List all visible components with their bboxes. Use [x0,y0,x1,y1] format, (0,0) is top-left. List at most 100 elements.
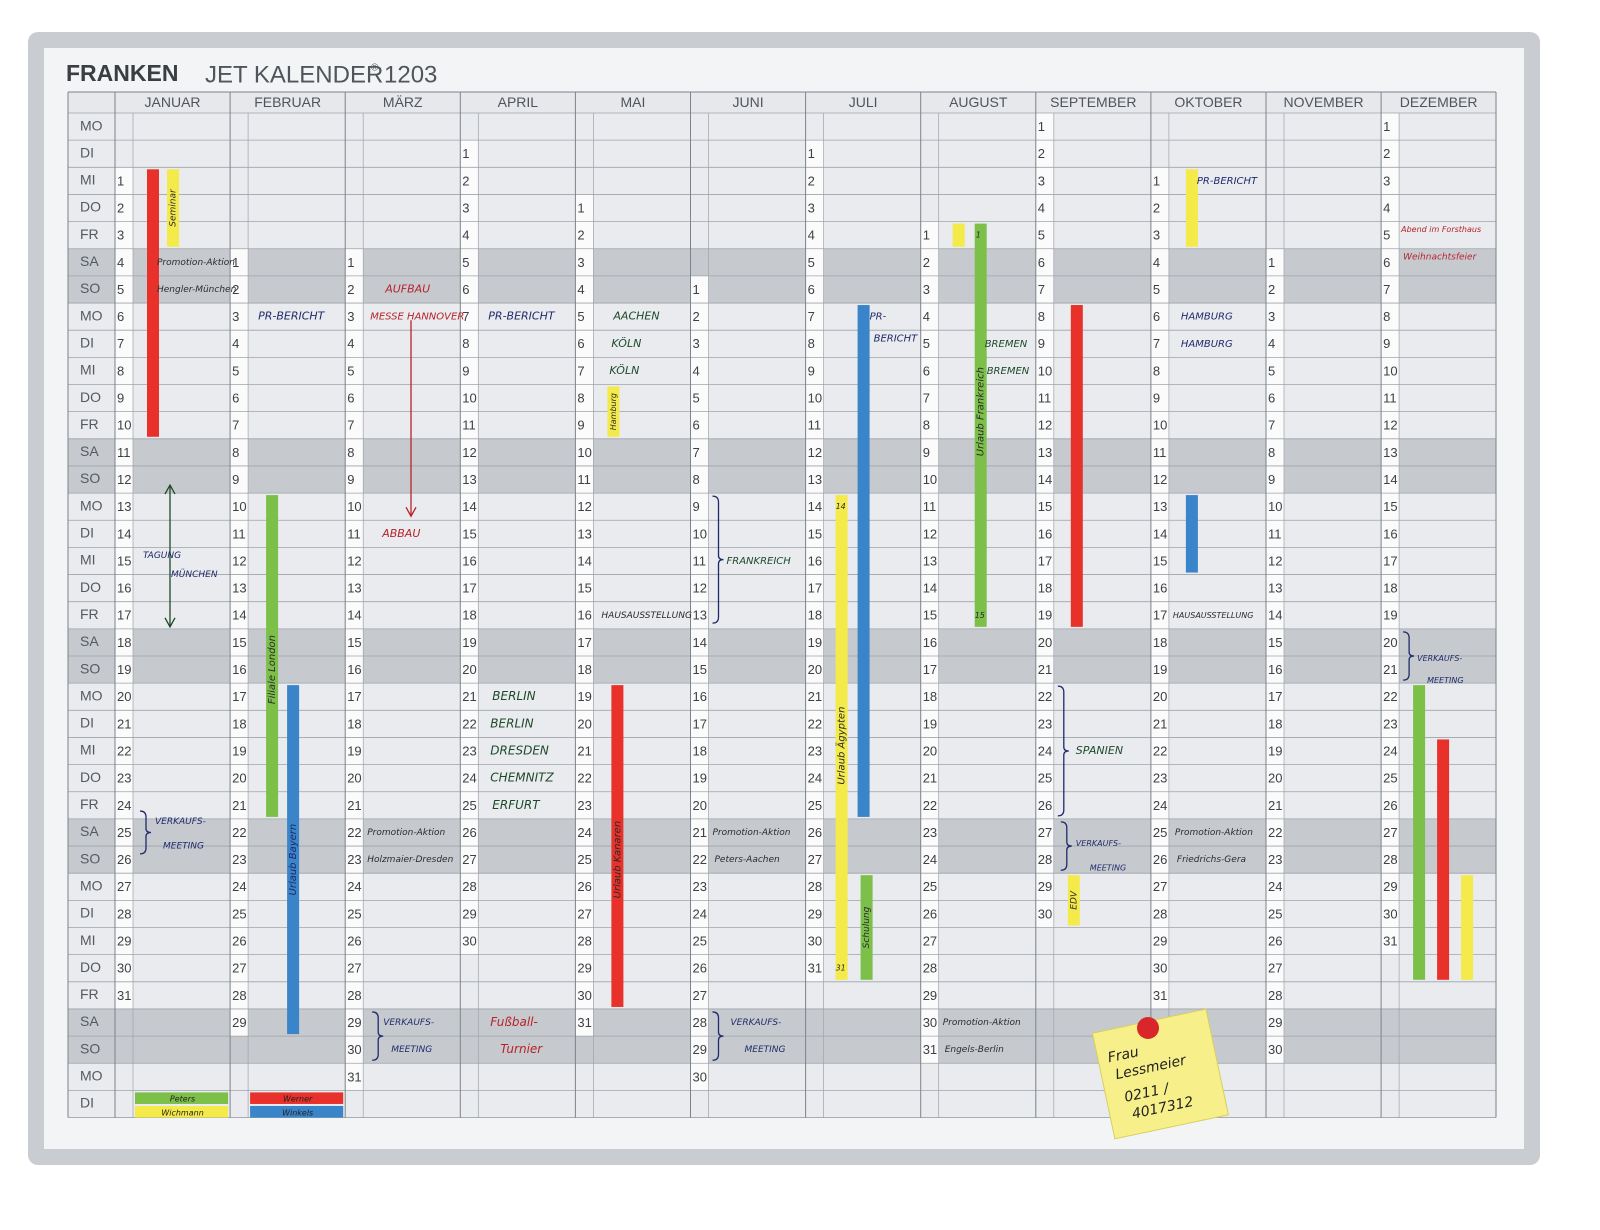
day-cell [920,1036,939,1064]
day-number: 24 [577,825,591,840]
day-cell [805,357,824,385]
day-number: 1 [808,146,815,161]
day-number: 13 [693,608,707,623]
day-number: 16 [1038,526,1052,541]
day-number: 9 [693,499,700,514]
day-number: 23 [693,879,707,894]
weekday-label: MO [80,1068,103,1084]
day-cell [575,520,594,548]
day-number: 9 [117,391,124,406]
weekday-label: MI [80,932,96,948]
weekday-label: MO [80,307,103,323]
day-number: 23 [232,852,246,867]
day-number: 3 [462,200,469,215]
day-number: 2 [347,282,354,297]
handwritten-note: MEETING [391,1045,432,1055]
day-cell [920,873,939,901]
day-cell [460,384,479,412]
bracket [1060,821,1072,871]
day-cell [1035,574,1054,602]
day-number: 6 [923,363,930,378]
day-number: 12 [577,499,591,514]
day-number: 19 [347,743,361,758]
month-name: SEPTEMBER [1050,94,1136,110]
day-number: 14 [577,553,591,568]
day-number: 15 [1268,635,1282,650]
sticky-text: Frau [1106,1044,1140,1066]
day-number: 31 [923,1042,937,1057]
day-cell [345,303,364,331]
day-cell [1266,981,1284,1009]
day-number: 9 [1268,472,1275,487]
day-number: 17 [462,581,476,596]
handwritten-note: SPANIEN [1076,744,1123,757]
day-number: 14 [462,499,476,514]
day-cell [345,520,364,548]
day-number: 30 [1268,1042,1282,1057]
handwritten-note: BREMEN [987,366,1030,377]
handwritten-note: PR-BERICHT [258,310,326,323]
day-number: 10 [347,499,361,514]
day-cell [1150,628,1169,656]
day-number: 2 [923,255,930,270]
day-cell [690,683,709,711]
day-cell [690,411,709,439]
magnet-strip [1185,495,1198,573]
day-number: 13 [577,526,591,541]
day-cell [575,303,594,331]
day-number: 12 [117,472,131,487]
day-cell [690,303,709,331]
day-number: 27 [1038,825,1052,840]
day-cell [1266,683,1284,711]
day-number: 15 [923,608,937,623]
day-cell [805,438,824,466]
day-number: 16 [693,689,707,704]
day-number: 23 [1038,716,1052,731]
day-cell [230,1008,249,1037]
day-cell [1150,981,1169,1009]
day-cell [1150,927,1169,955]
handwritten-note: Urlaub Frankreich [976,367,987,456]
day-cell [1035,737,1054,765]
day-number: 22 [1268,825,1282,840]
row-band [68,493,1496,521]
day-number: 19 [1038,608,1052,623]
day-cell [115,628,133,656]
day-number: 18 [347,716,361,731]
day-number: 18 [1383,581,1397,596]
handwritten-note: 15 [975,611,985,620]
day-number: 3 [693,336,700,351]
day-number: 15 [577,581,591,596]
day-number: 20 [117,689,131,704]
day-cell [115,710,133,738]
row-band [68,303,1496,331]
day-number: 6 [577,336,584,351]
day-number: 25 [232,906,246,921]
magnet-strip [835,495,848,980]
handwritten-note: 31 [836,964,846,973]
day-number: 10 [232,499,246,514]
month-name: AUGUST [949,94,1008,110]
row-band [68,900,1496,928]
day-cell [805,330,824,358]
day-cell [230,981,249,1009]
handwritten-note: ERFURT [492,798,541,812]
month-name: JULI [849,94,878,110]
weekday-label: MI [80,362,96,378]
day-cell [1266,954,1284,982]
day-number: 19 [808,635,822,650]
day-number: 11 [1268,526,1282,541]
weekday-label: DO [80,199,101,215]
weekday-label: DI [80,715,94,731]
day-cell [805,411,824,439]
day-number: 7 [462,309,469,324]
day-cell [1035,628,1054,656]
day-cell [920,1008,939,1037]
day-number: 14 [117,526,131,541]
day-number: 29 [808,906,822,921]
day-number: 5 [462,255,469,270]
day-number: 21 [1038,662,1052,677]
day-cell [1035,873,1054,901]
day-number: 26 [923,906,937,921]
day-cell [1150,438,1169,466]
